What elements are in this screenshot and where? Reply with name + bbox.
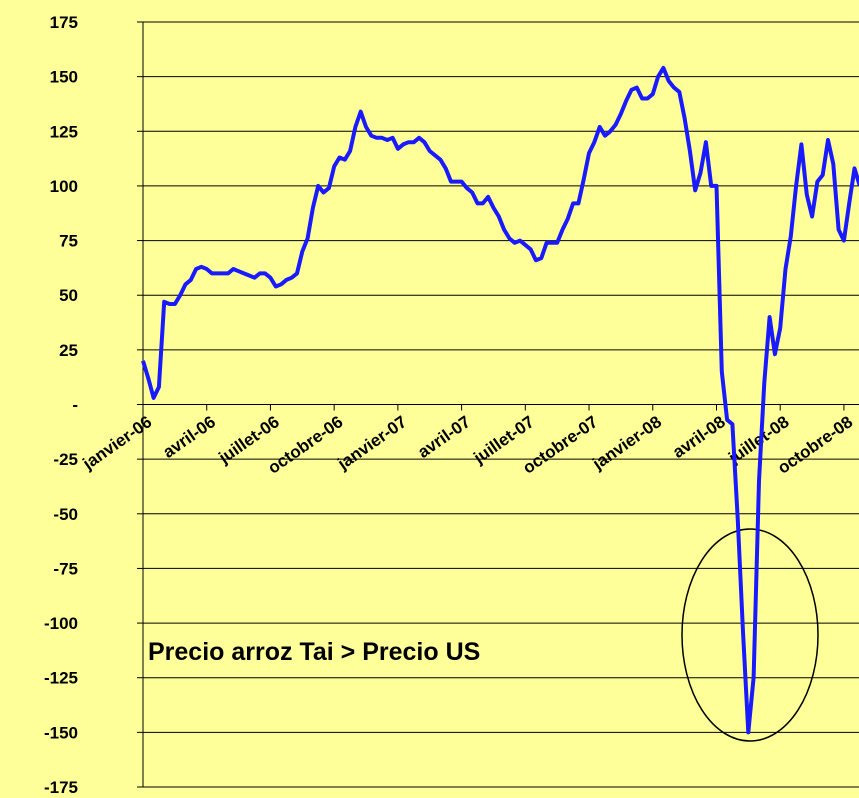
y-tick-label: -25 xyxy=(53,450,78,469)
y-tick-label: 125 xyxy=(50,122,78,141)
x-tick-label: janvier-08 xyxy=(588,412,665,474)
x-tick-label: avril-06 xyxy=(159,412,219,462)
y-tick-label: 100 xyxy=(50,177,78,196)
y-tick-label: 50 xyxy=(59,286,78,305)
y-tick-label: 175 xyxy=(50,13,78,32)
y-tick-label: 75 xyxy=(59,232,78,251)
y-tick-label: 150 xyxy=(50,68,78,87)
x-tick-label: janvier-07 xyxy=(333,412,410,474)
y-tick-label: 25 xyxy=(59,341,78,360)
x-tick-label: avril-07 xyxy=(414,412,474,462)
y-tick-label: -150 xyxy=(44,723,78,742)
x-tick-label: janvier-06 xyxy=(79,412,156,474)
x-tick-label: avril-08 xyxy=(669,412,729,462)
y-tick-label: -175 xyxy=(44,778,78,797)
y-tick-label: -125 xyxy=(44,669,78,688)
data-line xyxy=(141,65,859,735)
annotation: Precio arroz Tai > Precio US xyxy=(148,638,480,666)
y-tick-label: -100 xyxy=(44,614,78,633)
y-tick-label: -75 xyxy=(53,559,78,578)
y-tick-label: -50 xyxy=(53,505,78,524)
y-tick-label: - xyxy=(72,396,78,415)
highlight-ellipse xyxy=(681,528,819,742)
